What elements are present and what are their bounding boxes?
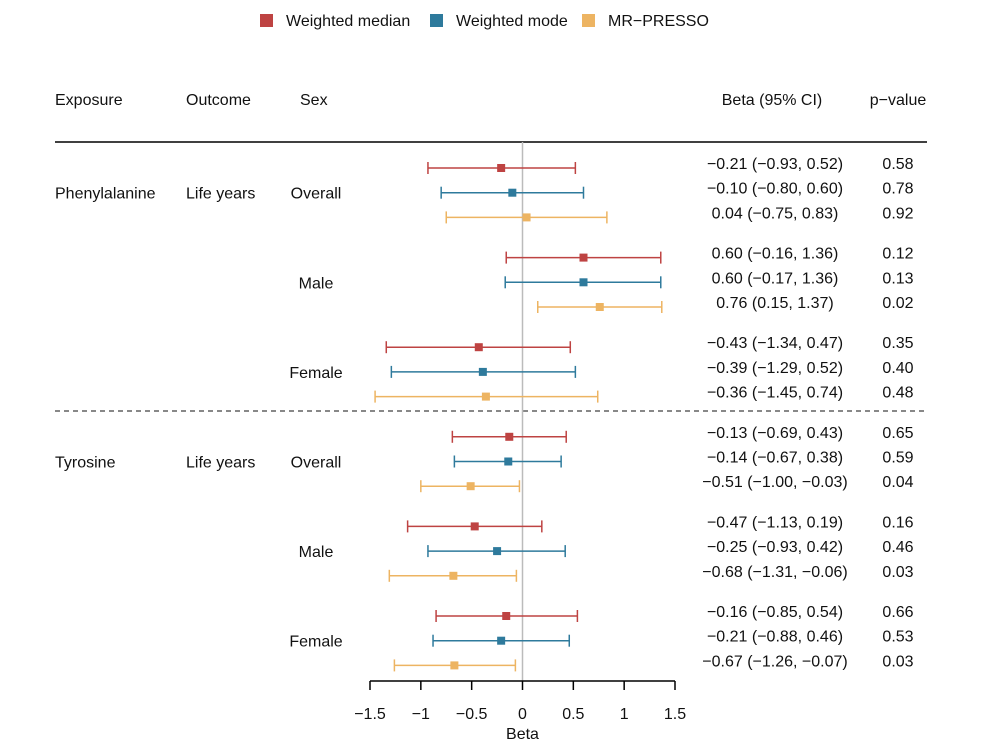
beta-ci-label: −0.21 (−0.88, 0.46) xyxy=(707,629,843,646)
p-value-label: 0.16 xyxy=(882,514,913,531)
outcome-label: Life years xyxy=(186,455,255,472)
legend-swatch xyxy=(260,14,273,27)
sex-label: Overall xyxy=(291,186,342,203)
x-tick-label: 1.5 xyxy=(664,706,686,723)
x-tick-label: −0.5 xyxy=(456,706,488,723)
point-estimate xyxy=(481,392,490,401)
beta-ci-label: −0.39 (−1.29, 0.52) xyxy=(707,360,843,377)
x-tick-label: −1 xyxy=(412,706,430,723)
beta-ci-label: −0.43 (−1.34, 0.47) xyxy=(707,335,843,352)
point-estimate xyxy=(470,522,479,531)
p-value-label: 0.03 xyxy=(882,653,913,670)
point-estimate xyxy=(579,278,588,287)
beta-ci-label: −0.21 (−0.93, 0.52) xyxy=(707,156,843,173)
legend-label: MR−PRESSO xyxy=(608,13,709,30)
sex-label: Male xyxy=(299,544,334,561)
p-value-label: 0.40 xyxy=(882,360,913,377)
x-tick-label: 0.5 xyxy=(562,706,584,723)
p-value-label: 0.92 xyxy=(882,205,913,222)
beta-ci-label: −0.51 (−1.00, −0.03) xyxy=(702,474,847,491)
legend-swatch xyxy=(430,14,443,27)
x-tick-label: −1.5 xyxy=(354,706,386,723)
beta-ci-label: 0.60 (−0.16, 1.36) xyxy=(712,246,839,263)
x-axis-title: Beta xyxy=(506,726,539,743)
sex-label: Male xyxy=(299,275,334,292)
beta-ci-label: 0.60 (−0.17, 1.36) xyxy=(712,270,839,287)
p-value-label: 0.03 xyxy=(882,564,913,581)
p-value-label: 0.78 xyxy=(882,181,913,198)
point-estimate xyxy=(508,188,517,197)
p-value-label: 0.02 xyxy=(882,295,913,312)
sex-label: Female xyxy=(289,634,342,651)
beta-ci-label: −0.47 (−1.13, 0.19) xyxy=(707,514,843,531)
header-exposure: Exposure xyxy=(55,92,123,109)
beta-ci-label: −0.25 (−0.93, 0.42) xyxy=(707,539,843,556)
beta-ci-label: −0.14 (−0.67, 0.38) xyxy=(707,450,843,467)
p-value-label: 0.66 xyxy=(882,604,913,621)
sex-label: Female xyxy=(289,365,342,382)
p-value-label: 0.59 xyxy=(882,450,913,467)
p-value-label: 0.53 xyxy=(882,629,913,646)
p-value-label: 0.04 xyxy=(882,474,913,491)
p-value-label: 0.35 xyxy=(882,335,913,352)
beta-ci-label: −0.10 (−0.80, 0.60) xyxy=(707,181,843,198)
exposure-label: Phenylalanine xyxy=(55,186,156,203)
legend-swatch xyxy=(582,14,595,27)
point-estimate xyxy=(449,571,458,580)
p-value-label: 0.58 xyxy=(882,156,913,173)
p-value-label: 0.46 xyxy=(882,539,913,556)
header-sex: Sex xyxy=(300,92,328,109)
point-estimate xyxy=(504,457,513,466)
point-estimate xyxy=(522,213,531,222)
p-value-label: 0.13 xyxy=(882,270,913,287)
point-estimate xyxy=(450,661,459,670)
point-estimate xyxy=(497,636,506,645)
point-estimate xyxy=(466,482,475,491)
x-tick-label: 0 xyxy=(518,706,527,723)
legend-label: Weighted mode xyxy=(456,13,568,30)
x-tick-label: 1 xyxy=(620,706,629,723)
beta-ci-label: −0.67 (−1.26, −0.07) xyxy=(702,653,847,670)
header-beta: Beta (95% CI) xyxy=(722,92,822,109)
header-p: p−value xyxy=(870,92,927,109)
p-value-label: 0.48 xyxy=(882,385,913,402)
exposure-label: Tyrosine xyxy=(55,455,116,472)
sex-label: Overall xyxy=(291,455,342,472)
outcome-label: Life years xyxy=(186,186,255,203)
point-estimate xyxy=(505,432,514,441)
legend-label: Weighted median xyxy=(286,13,410,30)
point-estimate xyxy=(595,303,604,311)
beta-ci-label: 0.76 (0.15, 1.37) xyxy=(716,295,833,312)
p-value-label: 0.12 xyxy=(882,246,913,263)
beta-ci-label: −0.68 (−1.31, −0.06) xyxy=(702,564,847,581)
point-estimate xyxy=(579,253,588,262)
header-outcome: Outcome xyxy=(186,92,251,109)
point-estimate xyxy=(497,164,506,172)
beta-ci-label: 0.04 (−0.75, 0.83) xyxy=(712,205,839,222)
beta-ci-label: −0.36 (−1.45, 0.74) xyxy=(707,385,843,402)
point-estimate xyxy=(493,547,502,556)
point-estimate xyxy=(478,367,487,376)
point-estimate xyxy=(502,612,511,620)
beta-ci-label: −0.13 (−0.69, 0.43) xyxy=(707,425,843,442)
beta-ci-label: −0.16 (−0.85, 0.54) xyxy=(707,604,843,621)
point-estimate xyxy=(474,343,483,352)
p-value-label: 0.65 xyxy=(882,425,913,442)
